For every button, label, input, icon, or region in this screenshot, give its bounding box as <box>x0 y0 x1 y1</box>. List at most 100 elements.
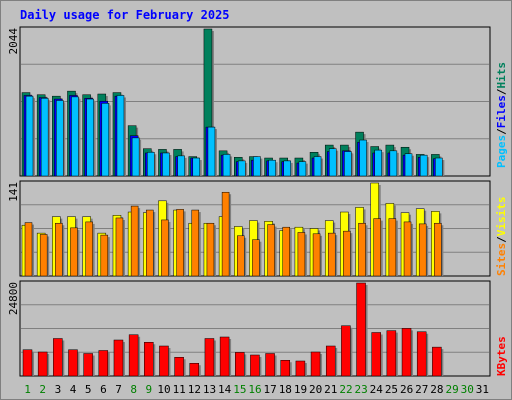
x-tick-label: 5 <box>85 383 92 396</box>
pages-bar <box>222 154 231 177</box>
kbytes-bar <box>159 345 169 377</box>
x-tick-label: 13 <box>203 383 216 396</box>
kbytes-bar <box>189 363 200 377</box>
x-tick-label: 23 <box>355 383 368 396</box>
sites-bar <box>282 226 290 277</box>
legend-hits: Hits <box>495 62 508 89</box>
pages-bar <box>435 157 443 177</box>
x-tick-label: 26 <box>400 383 413 396</box>
pages-bar <box>253 156 261 177</box>
x-tick-label: 11 <box>173 383 186 396</box>
sites-bar <box>55 222 63 277</box>
pages-bar <box>313 156 322 177</box>
pages-bar <box>207 126 216 177</box>
kbytes-bar <box>401 328 412 377</box>
legend-pages: Pages <box>495 135 508 168</box>
sites-bar <box>191 209 200 277</box>
x-tick-label: 7 <box>115 383 122 396</box>
legend-kbytes: KBytes <box>495 336 508 376</box>
pages-bar <box>359 139 367 177</box>
legend-separator: / <box>495 128 508 135</box>
kbytes-bar <box>144 342 154 377</box>
sites-bar <box>267 224 275 277</box>
pages-bar <box>56 100 64 177</box>
sites-bar <box>115 217 124 277</box>
kbytes-bar <box>37 351 48 377</box>
sites-bar <box>403 221 412 277</box>
x-tick-label: 4 <box>70 383 77 396</box>
sites-bar <box>206 222 215 277</box>
sites-bar <box>434 222 442 277</box>
kbytes-bar <box>325 345 336 377</box>
x-tick-label: 3 <box>55 383 62 396</box>
pages-bar <box>131 137 140 177</box>
sites-bar <box>100 234 109 277</box>
sites-bar <box>252 239 260 277</box>
x-tick-label: 31 <box>476 383 489 396</box>
legend-separator: / <box>495 236 508 243</box>
kbytes-bar <box>310 351 321 377</box>
kbytes-bar <box>113 339 124 377</box>
x-tick-label: 30 <box>461 383 474 396</box>
sites-bar <box>373 218 381 277</box>
sites-bar <box>85 221 93 277</box>
pages-bar <box>71 96 79 177</box>
legend-visits: Visits <box>495 197 508 237</box>
pages-bar <box>374 149 382 177</box>
x-tick-label: 18 <box>279 383 292 396</box>
panel-3-legend: KBytes <box>495 336 508 376</box>
kbytes-bar <box>341 325 351 377</box>
x-tick-label: 21 <box>324 383 337 396</box>
sites-bar <box>70 227 78 277</box>
x-tick-label: 28 <box>430 383 443 396</box>
kbytes-bar <box>22 349 33 377</box>
x-tick-label: 16 <box>248 383 261 396</box>
pages-bar <box>328 148 337 177</box>
kbytes-bar <box>280 360 290 377</box>
pages-bar <box>419 154 428 177</box>
y-axis-max-label: 141 <box>7 182 20 202</box>
kbytes-bar <box>371 332 381 377</box>
kbytes-bar <box>295 360 306 377</box>
kbytes-bar <box>356 282 366 377</box>
pages-bar <box>268 159 276 177</box>
x-tick-label: 25 <box>385 383 398 396</box>
x-tick-label: 22 <box>339 383 352 396</box>
x-tick-label: 14 <box>218 383 232 396</box>
sites-bar <box>221 191 230 277</box>
sites-bar <box>130 205 139 277</box>
x-tick-label: 2 <box>39 383 46 396</box>
sites-bar <box>39 234 48 277</box>
sites-bar <box>343 230 351 277</box>
sites-bar <box>176 209 184 277</box>
kbytes-bar <box>432 346 442 377</box>
kbytes-bar <box>219 336 230 377</box>
kbytes-bar <box>98 350 109 377</box>
legend-files: Files <box>495 95 508 128</box>
pages-bar <box>298 161 307 177</box>
y-axis-max-label: 24800 <box>7 282 20 315</box>
sites-bar <box>146 209 154 277</box>
x-tick-label: 29 <box>445 383 458 396</box>
sites-bar <box>312 233 321 277</box>
pages-bar <box>101 103 110 177</box>
x-tick-label: 24 <box>370 383 384 396</box>
x-tick-label: 15 <box>233 383 246 396</box>
pages-bar <box>25 95 34 177</box>
sites-bar <box>237 235 245 277</box>
x-tick-label: 1 <box>24 383 31 396</box>
x-tick-label: 10 <box>157 383 170 396</box>
kbytes-bar <box>416 331 427 377</box>
pages-bar <box>344 151 352 177</box>
kbytes-bar <box>53 338 63 377</box>
pages-bar <box>177 155 185 177</box>
pages-bar <box>40 98 49 177</box>
x-tick-label: 8 <box>130 383 137 396</box>
kbytes-bar <box>204 338 215 377</box>
kbytes-bar <box>386 330 397 377</box>
x-tick-label: 17 <box>264 383 277 396</box>
kbytes-bar <box>128 334 139 377</box>
panel-2-legend: Sites/Visits <box>495 197 508 277</box>
legend-sites: Sites <box>495 243 508 276</box>
